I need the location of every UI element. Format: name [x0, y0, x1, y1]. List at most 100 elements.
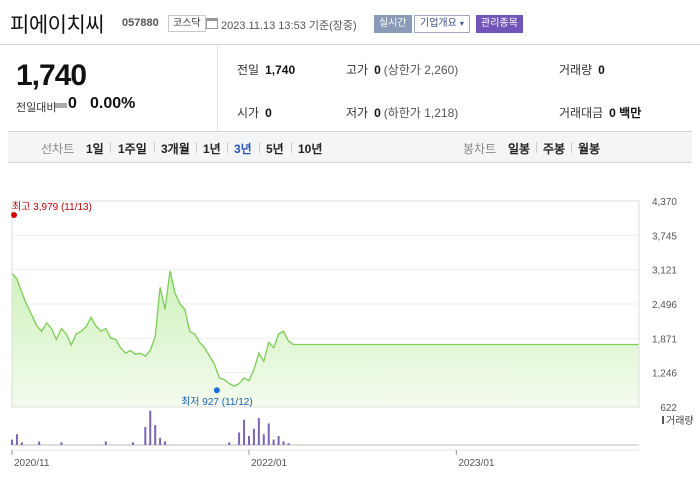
volume-bar [15, 434, 18, 445]
lower-limit: (하한가 1,218) [383, 106, 459, 120]
candle-chart-label: 봉차트 [463, 142, 497, 156]
volume-bar [262, 434, 265, 445]
stock-header: 피에이치씨 057880 코스닥 2023.11.13 13:53 기준(장중)… [0, 0, 700, 44]
y-tick-label: 2,496 [652, 300, 677, 311]
managed-stock-badge: 관리종목 [476, 15, 523, 33]
calendar-icon [206, 18, 218, 29]
volume-bar [131, 442, 134, 445]
max-price-label: 최고 3,979 (11/13) [12, 201, 92, 213]
divider [571, 142, 572, 153]
period-3y[interactable]: 3년 [234, 142, 252, 156]
volume-bar [277, 436, 280, 445]
change-percent: 0.00% [90, 95, 136, 112]
volume-bar [257, 418, 260, 445]
candle-weekly[interactable]: 주봉 [543, 142, 566, 156]
volume-bar [159, 437, 162, 445]
chevron-down-icon: ▾ [459, 19, 464, 28]
stock-name: 피에이치씨 [10, 14, 105, 37]
stat-amount: 거래대금 0 백만 [559, 104, 641, 121]
price-summary: 1,740 전일대비 0 0.00% 전일 1,740 고가 0 (상한가 2,260… [0, 44, 700, 132]
stat-value: 0 [598, 63, 605, 77]
company-overview-button[interactable]: 기업개요 ▾ [414, 15, 470, 33]
chart-period-bar: 선차트 1일 1주일 3개월 1년 3년 5년 10년 봉차트 일봉 주봉 월봉 [8, 131, 692, 163]
stat-label: 전일 [237, 63, 260, 77]
min-price-label: 최저 927 (11/12) [181, 396, 253, 408]
period-1y[interactable]: 1년 [203, 142, 221, 156]
volume-bars [11, 410, 290, 445]
volume-bar [20, 442, 23, 445]
y-tick-label: 3,121 [652, 266, 677, 277]
volume-bar [154, 425, 157, 445]
volume-bar [238, 432, 241, 445]
price-area [12, 270, 639, 407]
stat-value: 0 [265, 106, 272, 120]
market-badge: 코스닥 [168, 15, 206, 32]
stock-code: 057880 [122, 17, 159, 29]
stat-value: 1,740 [265, 63, 296, 77]
price-line [11, 270, 639, 387]
divider [227, 142, 228, 153]
company-overview-label: 기업개요 [420, 18, 457, 29]
period-10y[interactable]: 10년 [298, 142, 323, 156]
current-price: 1,740 [16, 59, 87, 92]
change-label: 전일대비 [16, 102, 57, 114]
volume-bar [252, 428, 255, 445]
y-tick-label: 1,246 [652, 369, 677, 380]
divider [196, 142, 197, 153]
period-5y[interactable]: 5년 [266, 142, 284, 156]
divider [536, 142, 537, 153]
stat-value: 0 [374, 106, 381, 120]
candle-monthly[interactable]: 월봉 [578, 142, 601, 156]
volume-bar [144, 427, 147, 445]
x-tick-label: 2020/11 [14, 458, 50, 469]
volume-bar [243, 419, 246, 445]
upper-limit: (상한가 2,260) [383, 63, 459, 77]
volume-label: 거래량 [666, 415, 694, 427]
current-price-box: 1,740 전일대비 0 0.00% [0, 45, 218, 132]
min-point-marker [213, 387, 220, 394]
x-tick-label: 2023/01 [458, 458, 495, 469]
price-chart: 4,370 3,745 3,121 2,496 1,871 1,246 622 최고 3,9… [11, 197, 694, 469]
stat-label: 거래량 [559, 63, 593, 77]
divider [154, 142, 155, 153]
stat-label: 시가 [237, 106, 260, 120]
volume-bar [60, 442, 63, 445]
as-of-timestamp: 2023.11.13 13:53 기준(장중) [221, 20, 357, 32]
stat-volume: 거래량 0 [559, 61, 605, 78]
y-axis-ticks: 4,370 3,745 3,121 2,496 1,871 1,246 622 [652, 197, 677, 414]
stat-label: 고가 [346, 63, 369, 77]
stat-prev-close: 전일 1,740 [237, 61, 295, 78]
volume-bar [267, 423, 270, 445]
divider [110, 142, 111, 153]
volume-bar [164, 441, 167, 445]
candle-daily[interactable]: 일봉 [508, 142, 531, 156]
max-point-marker [11, 212, 17, 218]
realtime-button[interactable]: 실시간 [374, 15, 412, 33]
volume-bar [11, 439, 13, 445]
stat-label: 거래대금 [559, 106, 604, 120]
stat-high: 고가 0 (상한가 2,260) [346, 61, 458, 78]
volume-legend-icon [662, 416, 664, 424]
change-value: 0 [68, 95, 77, 112]
y-tick-label: 4,370 [652, 197, 677, 208]
stat-open: 시가 0 [237, 104, 272, 121]
divider [291, 142, 292, 153]
y-tick-label: 1,871 [652, 334, 677, 345]
period-1d[interactable]: 1일 [86, 142, 104, 156]
y-tick-label: 3,745 [652, 231, 677, 242]
x-axis-ticks: 2020/11 2022/01 2023/01 [11, 450, 495, 469]
period-1w[interactable]: 1주일 [118, 142, 147, 156]
volume-bar [38, 441, 41, 445]
flat-change-icon [55, 103, 67, 108]
volume-bar [287, 443, 290, 445]
volume-bar [272, 439, 275, 445]
y-tick-label: 622 [660, 403, 677, 414]
stat-low: 저가 0 (하한가 1,218) [346, 104, 458, 121]
stat-label: 저가 [346, 106, 369, 120]
volume-bar [149, 410, 152, 445]
divider [259, 142, 260, 153]
volume-bar [247, 436, 250, 445]
stat-value: 0 [374, 63, 381, 77]
period-3m[interactable]: 3개월 [161, 142, 190, 156]
line-chart-label: 선차트 [41, 142, 75, 156]
